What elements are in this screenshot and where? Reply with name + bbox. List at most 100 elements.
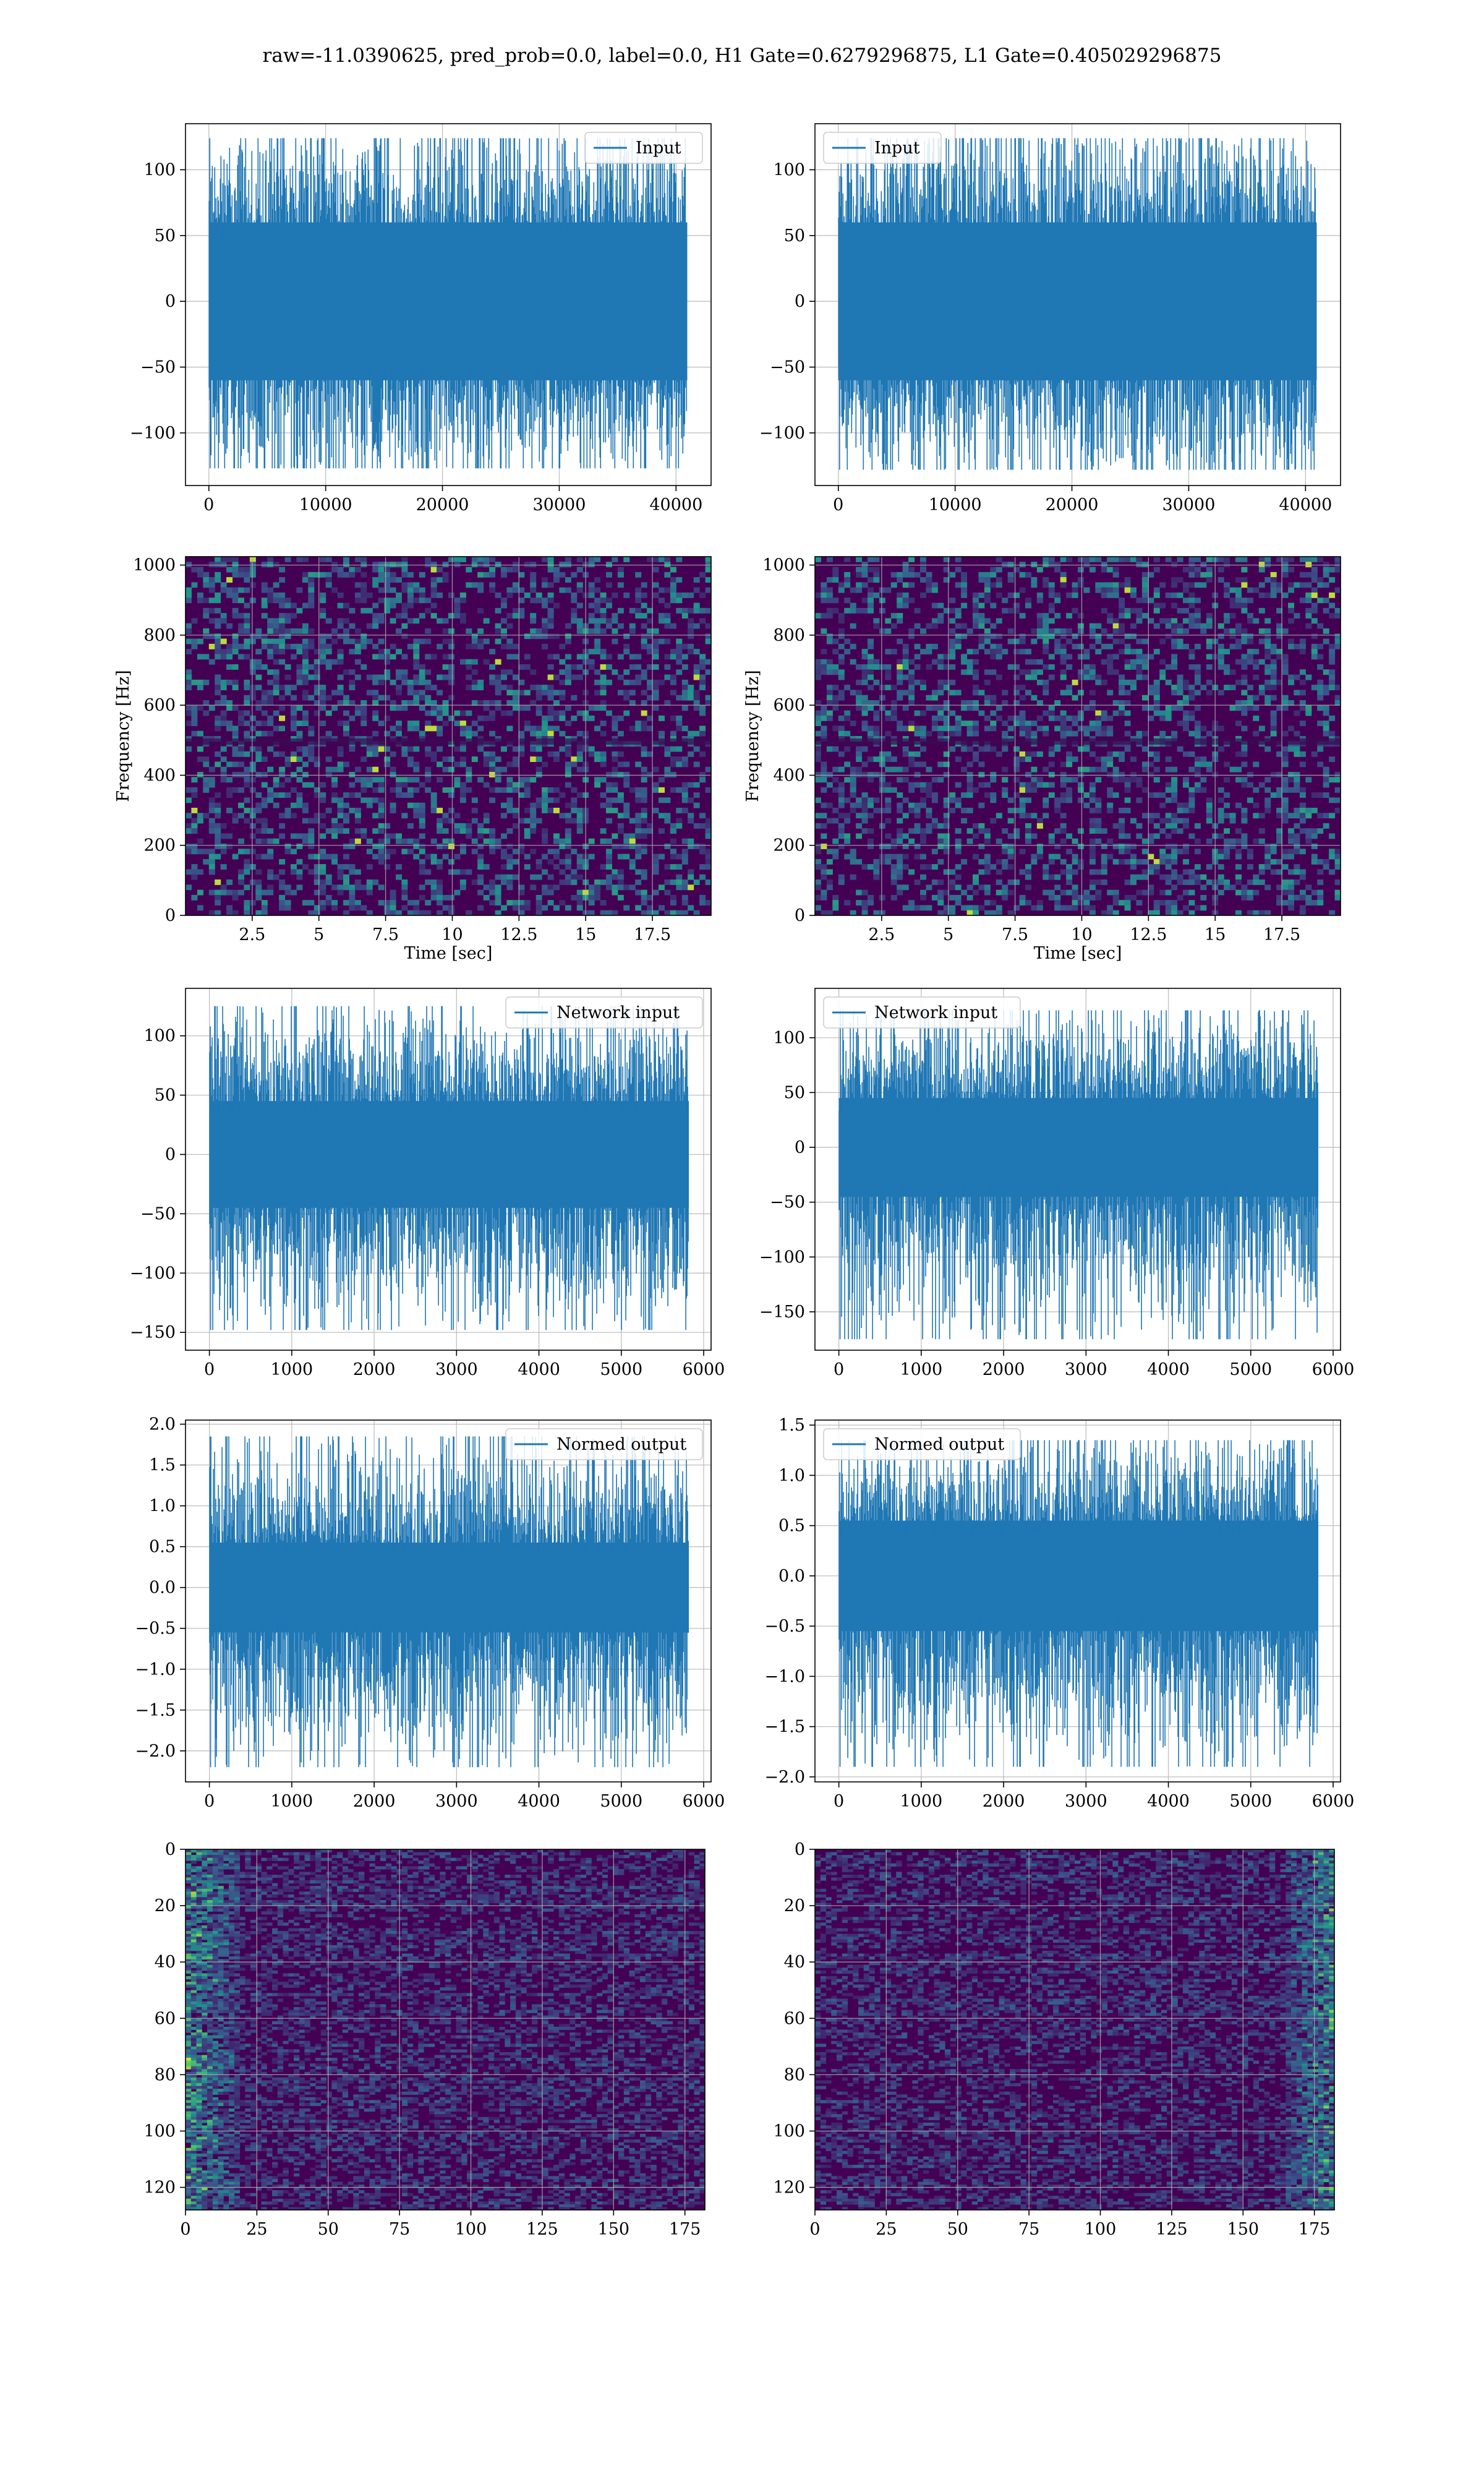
heatmap-cell — [255, 685, 262, 690]
heatmap-cell — [1124, 664, 1131, 670]
heatmap-cell — [372, 695, 379, 701]
heatmap-cell — [273, 628, 279, 634]
grid — [186, 557, 711, 916]
heatmap-cell — [565, 557, 571, 562]
heatmap-cell — [681, 613, 688, 618]
heatmap-cell — [838, 844, 845, 849]
heatmap-cell — [477, 587, 484, 593]
heatmap-cell — [1066, 787, 1073, 793]
heatmap-cell — [226, 654, 233, 660]
heatmap-cell — [191, 828, 198, 834]
heatmap-cell — [425, 751, 432, 757]
heatmap-cell — [1089, 787, 1096, 793]
heatmap-cell — [850, 854, 856, 860]
heatmap-cell — [588, 746, 595, 752]
heatmap-cell — [501, 597, 507, 604]
heatmap-cell — [203, 582, 210, 588]
heatmap-cell — [1282, 802, 1289, 808]
heatmap-cell — [273, 623, 279, 629]
legend: Input — [584, 132, 703, 164]
heatmap-cell — [1329, 577, 1336, 583]
heatmap-cell — [966, 746, 973, 752]
heatmap-cell — [1101, 607, 1107, 614]
heatmap-cell — [961, 766, 968, 773]
heatmap-cell — [908, 726, 915, 732]
heatmap-cell — [1019, 808, 1026, 813]
heatmap-cell — [1206, 808, 1213, 813]
heatmap-cell — [291, 787, 297, 793]
heatmap-cell — [1258, 813, 1265, 819]
heatmap-cell — [1264, 802, 1271, 808]
heatmap-cell — [208, 607, 215, 614]
heatmap-cell — [966, 721, 973, 726]
heatmap-cell — [1148, 571, 1154, 578]
heatmap-cell — [331, 638, 338, 644]
heatmap-cell — [489, 730, 496, 737]
heatmap-cell — [815, 797, 821, 803]
heatmap-cell — [961, 582, 968, 588]
heatmap-cell — [1165, 910, 1172, 916]
heatmap-cell — [430, 654, 437, 660]
heatmap-cell — [471, 557, 478, 562]
heatmap-cell — [186, 813, 192, 819]
heatmap-cell — [647, 633, 654, 640]
heatmap-cell — [378, 562, 385, 568]
heatmap-cell — [302, 721, 309, 726]
heatmap-cell — [1217, 649, 1224, 654]
heatmap-cell — [681, 792, 688, 798]
heatmap-cell — [1235, 577, 1242, 583]
heatmap-cell — [203, 787, 210, 793]
heatmap-cell — [1054, 593, 1061, 598]
heatmap-cell — [1276, 633, 1283, 640]
heatmap-cell — [390, 705, 396, 711]
heatmap-cell — [1183, 808, 1189, 813]
heatmap-cell — [244, 721, 250, 726]
heatmap-cell — [821, 593, 827, 598]
heatmap-cell — [337, 751, 344, 757]
heatmap-cell — [1247, 854, 1253, 860]
heatmap-cell — [413, 587, 420, 593]
heatmap-cell — [821, 910, 827, 916]
heatmap-cell — [559, 571, 566, 578]
heatmap-cell — [1194, 766, 1201, 773]
heatmap-cell — [337, 884, 344, 891]
heatmap-cell — [1043, 679, 1049, 685]
heatmap-cell — [966, 792, 973, 798]
heatmap-cell — [961, 792, 968, 798]
heatmap-cell — [413, 777, 420, 783]
heatmap-cell — [1200, 894, 1207, 901]
heatmap-cell — [1217, 654, 1224, 660]
heatmap-cell — [273, 669, 279, 675]
heatmap-cell — [1224, 792, 1230, 798]
heatmap-cell — [588, 838, 595, 844]
heatmap-cell — [879, 628, 885, 634]
heatmap-cell — [291, 751, 297, 757]
heatmap-cell — [454, 597, 461, 604]
heatmap-cell — [524, 833, 531, 839]
heatmap-cell — [617, 844, 624, 849]
heatmap-cell — [594, 782, 601, 788]
heatmap-cell — [244, 618, 250, 624]
heatmap-cell — [208, 797, 215, 803]
heatmap-cell — [600, 792, 607, 798]
heatmap-cell — [390, 562, 396, 568]
heatmap-cell — [459, 593, 466, 598]
heatmap-cell — [1124, 659, 1131, 665]
heatmap-cell — [1048, 674, 1055, 680]
heatmap-cell — [208, 597, 215, 604]
heatmap-cell — [688, 844, 694, 849]
heatmap-cell — [1270, 730, 1277, 737]
heatmap-cell — [1048, 602, 1055, 609]
heatmap-cell — [448, 679, 454, 685]
heatmap-cell — [1206, 623, 1213, 629]
heatmap-cell — [1177, 828, 1183, 834]
heatmap-cell — [594, 726, 601, 732]
heatmap-cell — [320, 690, 326, 696]
heatmap-cell — [1276, 900, 1283, 905]
heatmap-cell — [238, 889, 244, 896]
heatmap-cell — [635, 823, 642, 829]
heatmap-cell — [354, 818, 361, 824]
heatmap-cell — [390, 571, 396, 578]
heatmap-cell — [1159, 659, 1166, 665]
heatmap-cell — [1060, 710, 1067, 716]
